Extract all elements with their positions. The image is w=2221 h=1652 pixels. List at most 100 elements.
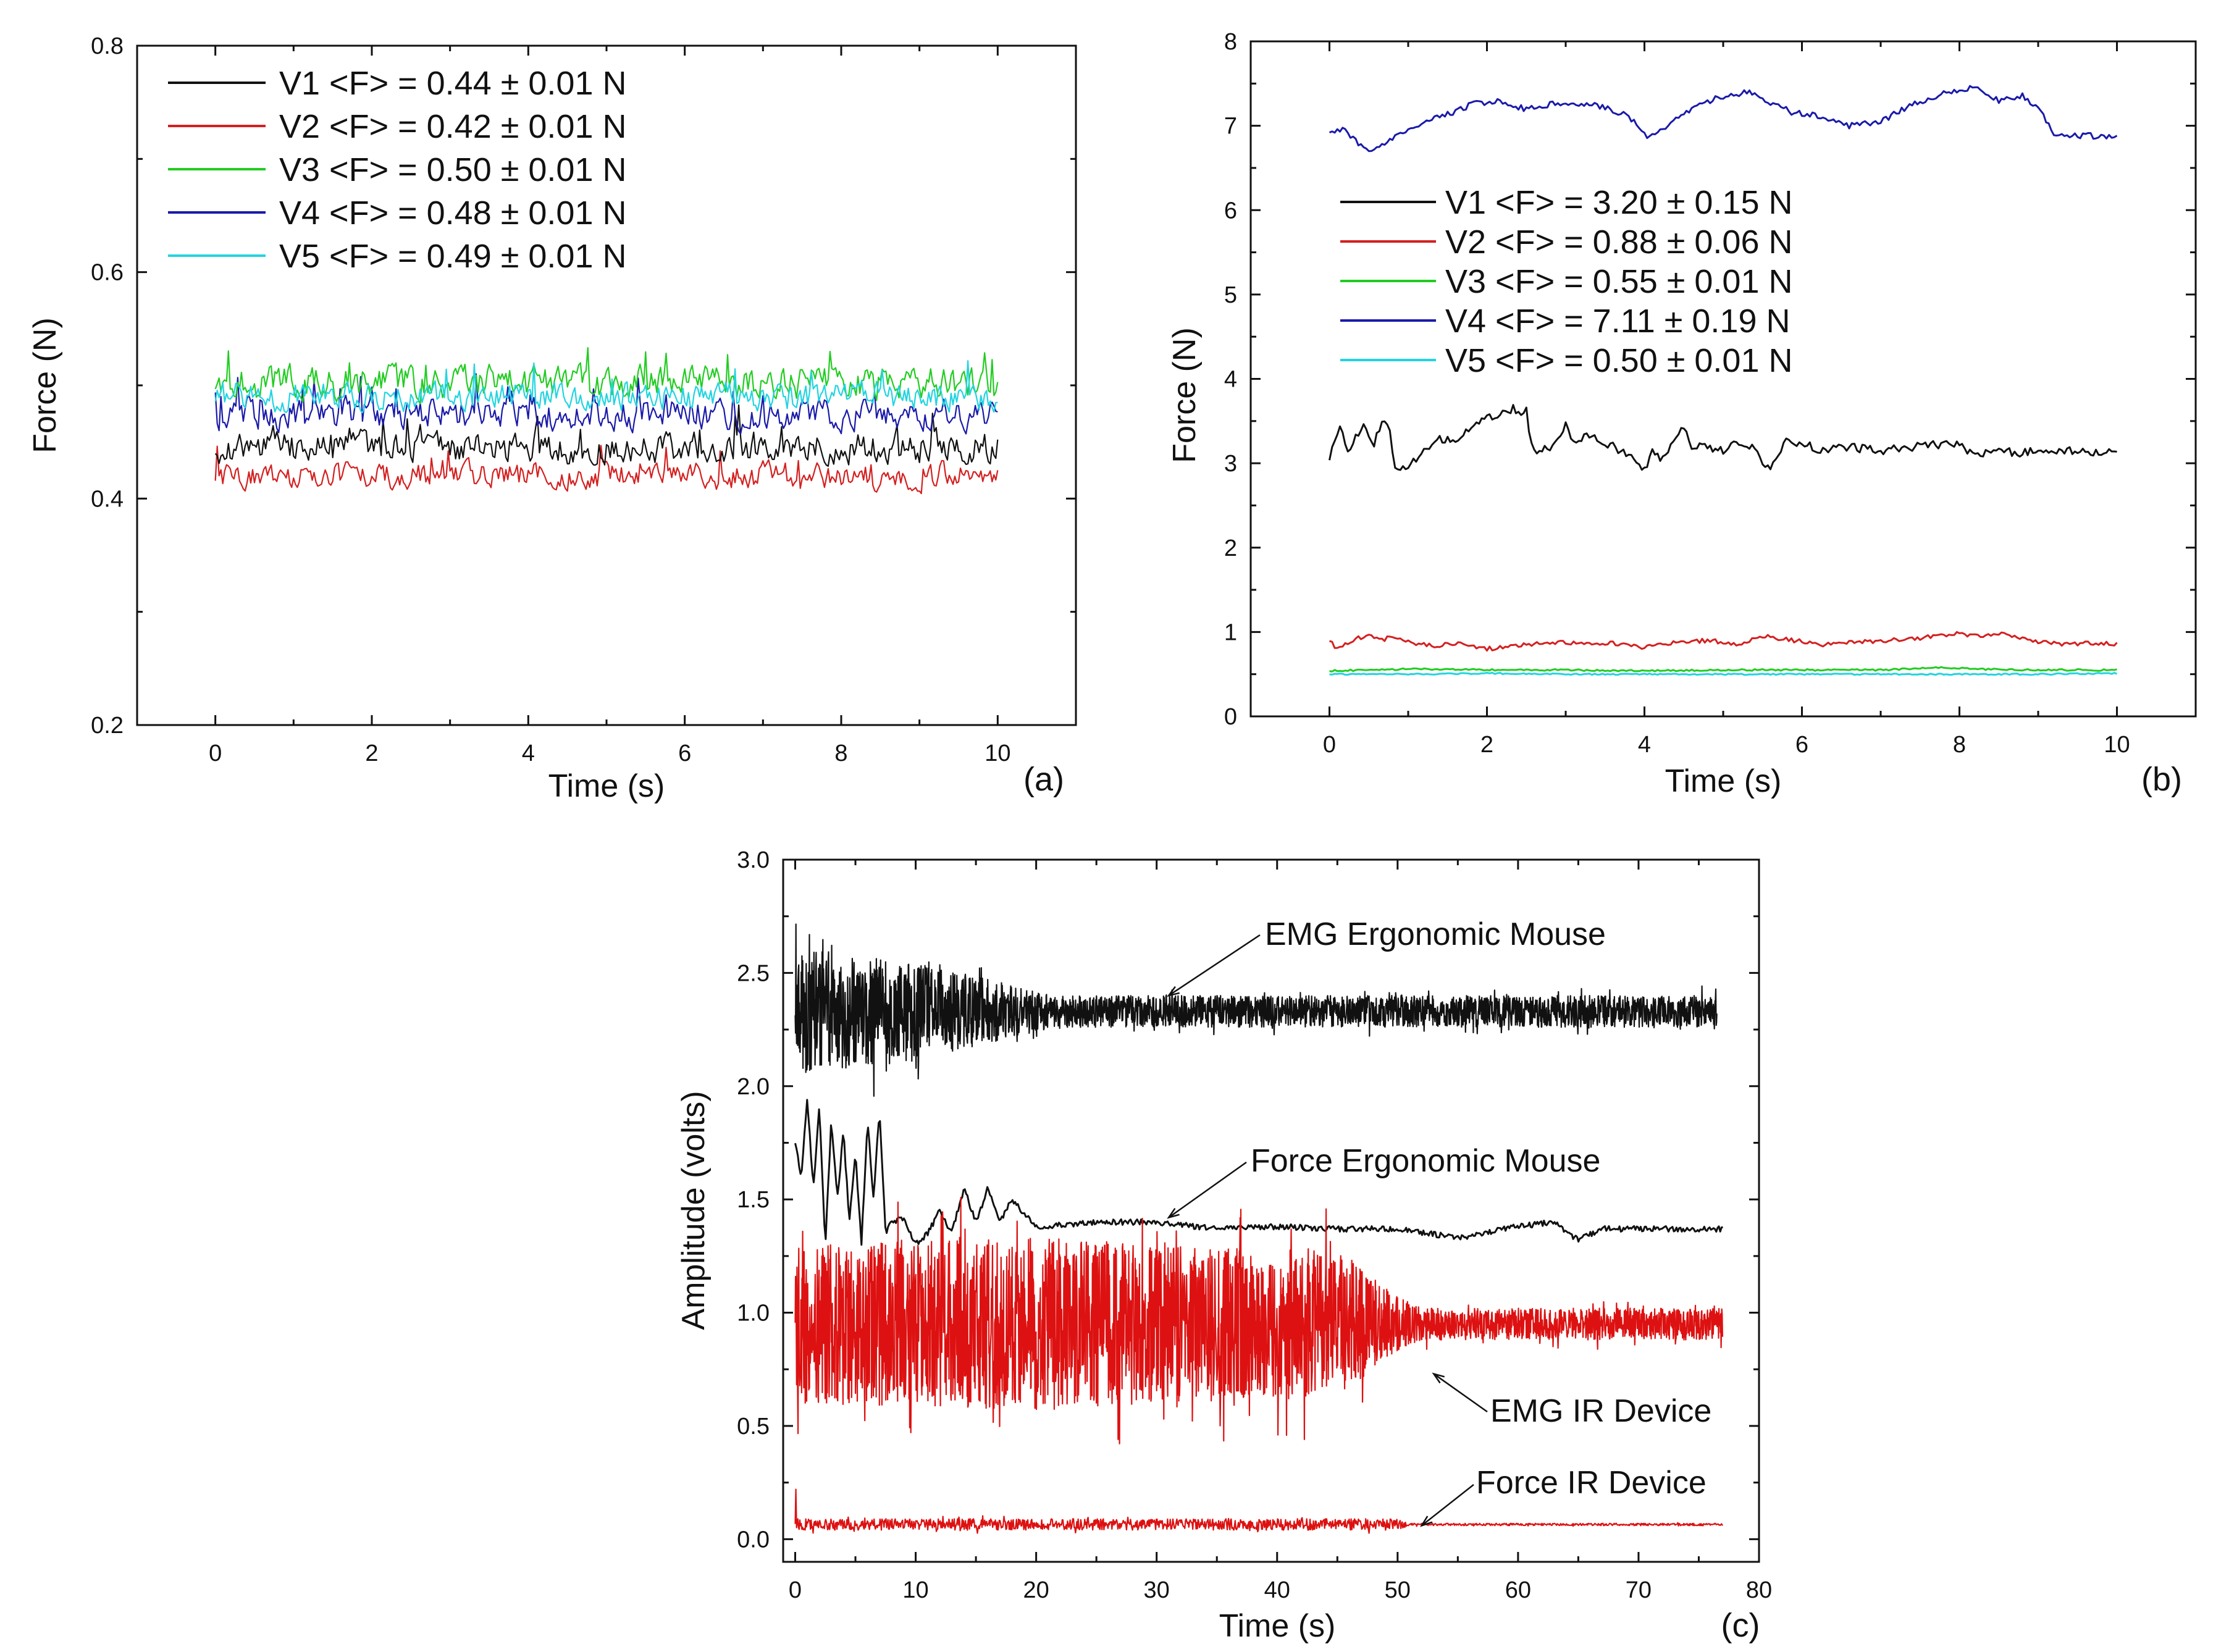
y-tick-label-b: 6	[1224, 198, 1237, 224]
axis-ticks-a: 0 2 4 6 8 10 0.2 0.4 0.6 0.8	[91, 33, 1076, 766]
x-tick-label-c: 0	[789, 1577, 802, 1603]
series-group-c	[794, 923, 1724, 1534]
y-tick-label-c: 0.0	[737, 1527, 770, 1553]
series-line-emg-ergonomic-mouse	[794, 923, 1718, 1097]
series-line-emg-ir-device	[794, 1196, 1724, 1444]
annotation-arrow	[1168, 934, 1261, 997]
series-line-b-5	[1329, 671, 2118, 676]
y-tick-label-c: 2.0	[737, 1074, 770, 1100]
x-axis-label-b: Time (s)	[1665, 763, 1782, 799]
series-line-b-1	[1329, 85, 2118, 153]
legend-label-a: V2 <F> = 0.42 ± 0.01 N	[279, 108, 627, 145]
panel-tag-a: (a)	[1023, 761, 1064, 798]
y-axis-label-c: Amplitude (volts)	[676, 1091, 712, 1330]
x-axis-label-a: Time (s)	[548, 768, 665, 804]
annotation-arrowhead	[1419, 1516, 1433, 1527]
x-tick-label-a: 8	[834, 740, 847, 766]
annotation-label: Force IR Device	[1476, 1465, 1707, 1501]
legend-label-a: V4 <F> = 0.48 ± 0.01 N	[279, 195, 627, 232]
y-axis-label-a: Force (N)	[27, 317, 63, 453]
annotation-arrow	[1421, 1484, 1474, 1527]
legend-label-b: V4 <F> = 7.11 ± 0.19 N	[1445, 303, 1790, 340]
y-tick-label-c: 2.5	[737, 960, 770, 986]
series-line-a-v3	[214, 347, 999, 405]
x-tick-label-b: 8	[1953, 732, 1966, 758]
axis-ticks-b: 0 2 4 6 8 10 0 1 2 3 4 5 6 7 8	[1224, 29, 2196, 758]
y-tick-label-b: 2	[1224, 535, 1237, 561]
x-tick-label-b: 10	[2104, 732, 2130, 758]
y-tick-label-c: 3.0	[737, 847, 770, 873]
legend-label-b: V2 <F> = 0.88 ± 0.06 N	[1445, 224, 1793, 261]
x-tick-label-b: 4	[1638, 732, 1651, 758]
series-line-force-ergonomic-mouse	[794, 1099, 1723, 1246]
x-tick-label-b: 2	[1480, 732, 1493, 758]
series-line-a-v4	[214, 373, 998, 435]
x-tick-label-c: 30	[1144, 1577, 1170, 1603]
x-tick-label-b: 0	[1323, 732, 1336, 758]
plot-frame-c	[782, 858, 1760, 1563]
x-tick-label-a: 0	[209, 740, 222, 766]
series-group-b	[1329, 85, 2118, 676]
y-tick-label-b: 5	[1224, 282, 1237, 308]
y-tick-label-b: 1	[1224, 619, 1237, 645]
x-tick-label-a: 2	[365, 740, 378, 766]
x-tick-label-c: 20	[1023, 1577, 1049, 1603]
panel-tag-b: (b)	[2141, 761, 2182, 798]
series-group-a	[214, 347, 999, 495]
x-tick-label-c: 60	[1505, 1577, 1531, 1603]
legend-label-a: V3 <F> = 0.50 ± 0.01 N	[279, 151, 627, 188]
panel-c: 0 10 20 30 40 50 60 70 80 0.0 0.5 1.0 1.5 2.0 2.5 3.0 E…	[676, 847, 1772, 1644]
y-tick-label-b: 3	[1224, 451, 1237, 477]
annotations-c: EMG Ergonomic Mouse Force Ergonomic Mouse…	[1167, 916, 1711, 1527]
annotation-arrowhead	[1432, 1372, 1445, 1384]
x-tick-label-a: 6	[678, 740, 691, 766]
series-line-a-v1	[214, 404, 999, 467]
annotation-arrow	[1168, 1161, 1247, 1218]
x-tick-label-c: 50	[1385, 1577, 1411, 1603]
annotation-arrow	[1433, 1373, 1488, 1413]
series-line-b-2	[1329, 404, 2117, 471]
legend-label-b: V5 <F> = 0.50 ± 0.01 N	[1445, 342, 1793, 379]
y-axis-label-b: Force (N)	[1167, 327, 1203, 463]
x-tick-label-c: 70	[1626, 1577, 1652, 1603]
x-tick-label-b: 6	[1795, 732, 1808, 758]
legend-label-a: V1 <F> = 0.44 ± 0.01 N	[279, 65, 627, 102]
legend-label-a: V5 <F> = 0.49 ± 0.01 N	[279, 238, 627, 275]
y-tick-label-b: 7	[1224, 114, 1237, 140]
y-tick-label-c: 1.5	[737, 1187, 770, 1213]
annotation-arrowhead	[1167, 1207, 1180, 1219]
y-tick-label-a: 0.6	[91, 260, 124, 286]
x-tick-label-c: 40	[1264, 1577, 1290, 1603]
legend-a: V1 <F> = 0.44 ± 0.01 N V2 <F> = 0.42 ± 0.…	[168, 65, 627, 275]
legend-b: V1 <F> = 3.20 ± 0.15 NV2 <F> = 0.88 ± 0.…	[1340, 184, 1793, 379]
series-line-a-v5	[214, 360, 998, 414]
series-line-b-3	[1329, 631, 2118, 652]
series-line-a-v2	[214, 445, 999, 495]
annotation-label: Force Ergonomic Mouse	[1251, 1143, 1600, 1179]
annotation-label: EMG IR Device	[1490, 1393, 1711, 1429]
x-tick-label-a: 4	[522, 740, 535, 766]
y-tick-label-c: 0.5	[737, 1414, 770, 1440]
y-tick-label-a: 0.4	[91, 486, 124, 512]
series-line-b-4	[1329, 666, 2117, 673]
y-tick-label-b: 0	[1224, 704, 1237, 730]
y-tick-label-b: 4	[1224, 367, 1237, 393]
y-tick-label-b: 8	[1224, 29, 1237, 55]
x-axis-label-c: Time (s)	[1219, 1608, 1336, 1644]
annotation-label: EMG Ergonomic Mouse	[1265, 916, 1606, 952]
y-tick-label-a: 0.2	[91, 713, 124, 739]
annotation-arrowhead	[1167, 986, 1180, 997]
axis-ticks-c: 0 10 20 30 40 50 60 70 80 0.0 0.5 1.0 1.5 2.0 2.5 3.0	[737, 847, 1772, 1603]
series-line-force-ir-device	[794, 1488, 1723, 1534]
x-tick-label-c: 10	[902, 1577, 928, 1603]
legend-label-b: V1 <F> = 3.20 ± 0.15 N	[1445, 184, 1793, 221]
x-tick-label-c: 80	[1746, 1577, 1772, 1603]
y-tick-label-c: 1.0	[737, 1301, 770, 1327]
panel-a: 0 2 4 6 8 10 0.2 0.4 0.6 0.8 V1 <F> = 0.44 ± 0.01…	[27, 33, 1077, 804]
y-tick-label-a: 0.8	[91, 33, 124, 59]
x-tick-label-a: 10	[985, 740, 1010, 766]
panel-tag-c: (c)	[1721, 1607, 1760, 1644]
legend-label-b: V3 <F> = 0.55 ± 0.01 N	[1445, 263, 1793, 300]
